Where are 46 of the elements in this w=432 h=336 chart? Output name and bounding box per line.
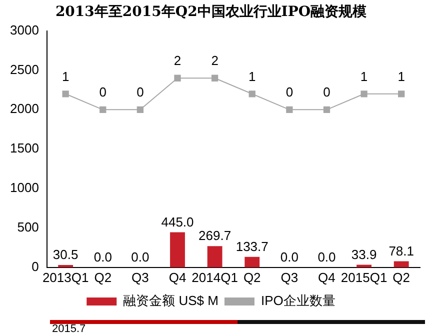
x-tick-label: Q2 (392, 270, 410, 285)
chart-title: 2013年至2015年Q2中国农业行业IPO融资规模 (55, 4, 368, 20)
data-label: 1 (360, 68, 368, 84)
y-tick-label: 1000 (10, 180, 39, 196)
data-label: 2 (211, 53, 218, 68)
y-tick-label: 0 (32, 258, 39, 274)
bar (207, 246, 222, 268)
data-label: 1 (62, 68, 70, 84)
y-tick-label: 2000 (10, 101, 39, 116)
data-label: 30.5 (52, 247, 78, 262)
x-tick-label: 2014Q1 (192, 270, 238, 285)
x-tick-label: Q4 (318, 270, 336, 285)
data-label: 0 (136, 84, 144, 100)
x-tick-label: Q3 (132, 270, 149, 285)
bar (394, 261, 409, 268)
data-label: 1 (248, 68, 256, 84)
legend-label: 融资金额 US$ M (123, 293, 218, 308)
x-tick-label: Q3 (280, 270, 298, 285)
y-tick-label: 500 (17, 220, 39, 235)
data-label: 78.1 (388, 243, 414, 258)
bar (244, 256, 260, 268)
x-tick-label: Q2 (243, 270, 261, 285)
x-tick-label: 2013Q1 (42, 270, 89, 285)
x-tick-label: 2015Q1 (340, 270, 388, 285)
data-label: 0.0 (131, 249, 150, 264)
data-label: 133.7 (236, 238, 268, 254)
data-label: 0.0 (94, 249, 112, 264)
data-label: 0 (99, 84, 106, 100)
text: 2015.7 (52, 323, 86, 335)
x-tick-label: Q2 (94, 270, 112, 285)
y-tick-label: 1500 (10, 140, 39, 156)
data-label: 2 (174, 53, 182, 68)
data-label: 1 (398, 68, 405, 84)
bar (170, 232, 185, 268)
data-label: 269.7 (198, 228, 232, 244)
data-label: 0 (323, 84, 330, 100)
legend-label: IPO企业数量 (260, 293, 336, 308)
y-tick-label: 3000 (10, 22, 39, 38)
data-label: 0.0 (318, 249, 336, 264)
data-label: 0 (286, 84, 294, 100)
data-label: 0.0 (280, 249, 298, 264)
data-label: 33.9 (351, 246, 377, 262)
data-label: 445.0 (161, 214, 194, 230)
x-tick-label: Q4 (168, 270, 186, 285)
bar (356, 264, 372, 268)
y-tick-label: 2500 (10, 62, 39, 77)
